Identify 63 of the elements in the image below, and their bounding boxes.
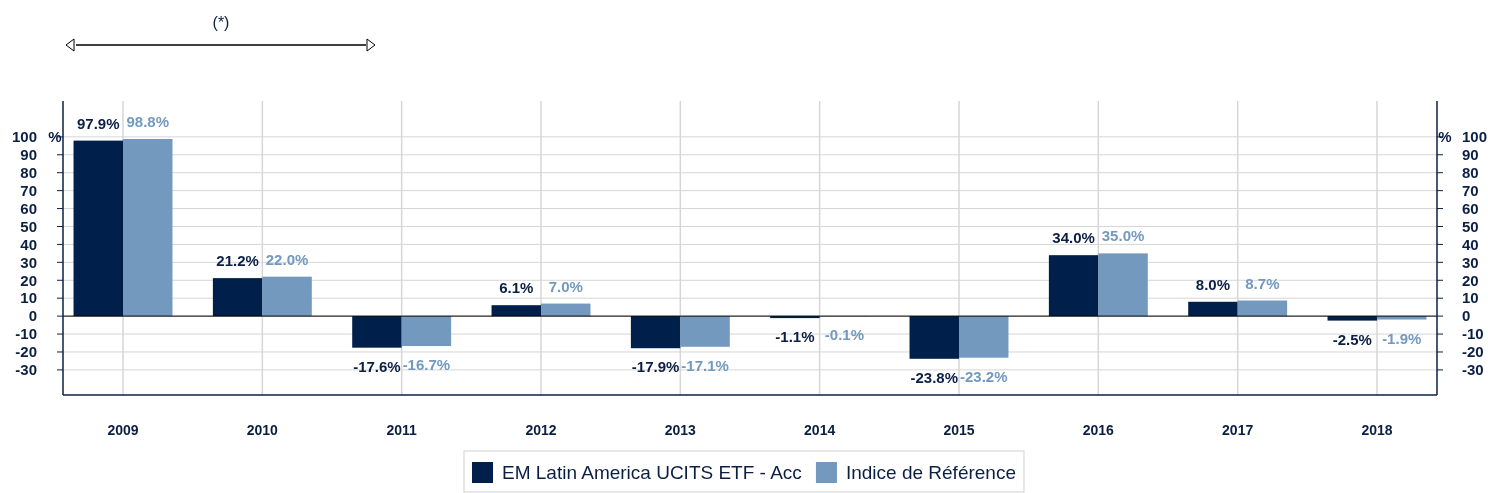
x-tick-label: 2011 [386,422,418,438]
y2-tick-label: 70 [1462,181,1479,199]
y-tick-label: 90 [20,146,37,164]
y-tick-label: 30 [20,253,37,271]
data-label: 97.9% [76,114,120,132]
y2-tick-label: -20 [1462,343,1484,361]
x-tick-label: 2016 [1082,422,1115,438]
data-label: 34.0% [1052,229,1095,247]
data-label: -2.5% [1332,330,1372,348]
y-tick-label: 70 [20,181,37,199]
y-tick-label: -30 [15,361,37,379]
x-tick-label: 2014 [804,422,836,438]
data-label: -16.7% [402,356,451,374]
data-label: 21.2% [216,252,259,270]
y-tick-label: 0 [28,307,37,325]
x-tick-label: 2015 [943,422,975,438]
y2-tick-label: 40 [1462,235,1479,253]
y2-tick-label: 50 [1462,217,1479,235]
y2-tick-label: 0 [1462,307,1471,325]
y2-tick-label: 60 [1462,199,1479,217]
data-label: 8.0% [1195,275,1231,293]
data-label: -23.8% [910,368,959,386]
y2-tick-label: 10 [1462,289,1479,307]
y-tick-label: 50 [20,217,37,235]
y-tick-label: 60 [20,199,37,217]
text: (*) [212,14,230,31]
y2-tick-label: 80 [1462,163,1479,181]
data-label: 22.0% [265,250,309,268]
y-tick-label: 10 [20,289,37,307]
y-tick-label: 100 [11,128,37,146]
legend-label: EM Latin America UCITS ETF - Acc [502,462,802,483]
data-label: -1.9% [1382,329,1422,347]
x-tick-label: 2009 [107,422,139,438]
y2-tick-label: 20 [1462,271,1479,289]
data-label: -1.1% [775,328,815,346]
data-label: 35.0% [1101,227,1145,245]
y2-tick-label: -30 [1462,361,1484,379]
y-tick-label: -10 [15,325,37,343]
data-label: 6.1% [499,279,534,297]
data-label: 8.7% [1245,274,1280,292]
data-label: -17.9% [631,358,680,376]
y-axis-title: % [48,128,62,146]
y-tick-label: -20 [15,343,37,361]
y2-axis-title: % [1438,128,1452,146]
data-label: -17.6% [353,357,401,375]
y2-tick-label: 100 [1462,128,1488,146]
y-tick-label: 80 [20,163,37,181]
y2-tick-label: -10 [1462,325,1484,343]
y-tick-label: 40 [20,235,37,253]
data-label: -0.1% [824,326,864,344]
x-tick-label: 2018 [1361,422,1393,438]
x-tick-label: 2017 [1222,422,1254,438]
data-label: 7.0% [548,277,583,295]
x-tick-label: 2012 [525,422,557,438]
data-label: -17.1% [681,356,729,374]
x-tick-label: 2013 [664,422,697,438]
y-tick-label: 20 [20,271,37,289]
y2-tick-label: 90 [1462,146,1479,164]
y2-tick-label: 30 [1462,253,1479,271]
legend-label: Indice de Référence [845,462,1017,483]
x-tick-label: 2010 [246,422,279,438]
data-label: -23.2% [959,367,1008,385]
data-label: 98.8% [126,113,170,130]
